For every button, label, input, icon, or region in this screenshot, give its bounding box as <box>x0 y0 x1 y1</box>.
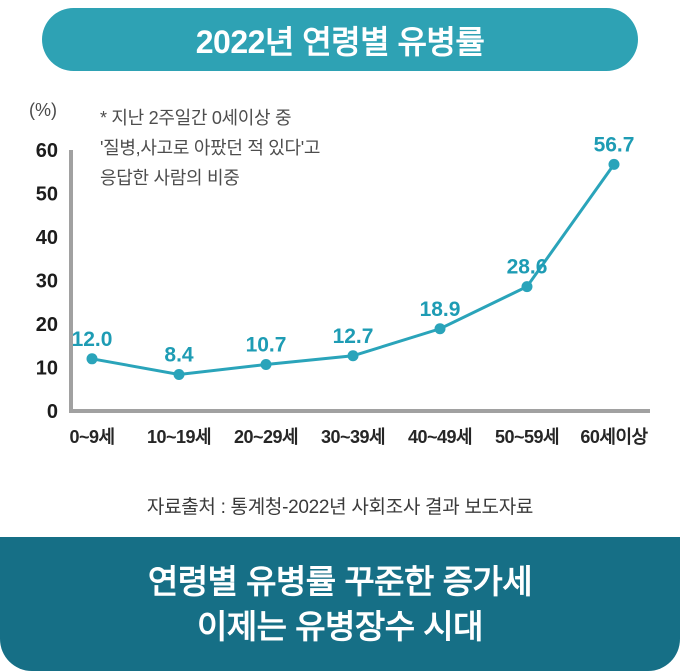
y-tick-label: 20 <box>36 314 58 336</box>
header-banner: 2022년 연령별 유병률 <box>42 8 638 71</box>
data-point-label: 8.4 <box>164 343 194 366</box>
x-category-label: 50~59세 <box>495 427 559 447</box>
footer-message-line2: 이제는 유병장수 시대 <box>196 608 484 645</box>
data-point <box>86 353 98 365</box>
page-title: 2022년 연령별 유병률 <box>195 23 485 60</box>
axis-lines <box>69 150 650 413</box>
y-tick-label: 10 <box>36 358 58 380</box>
data-point-label: 18.9 <box>420 298 461 321</box>
y-axis-unit-label: (%) <box>29 100 57 120</box>
data-point <box>521 281 533 293</box>
data-point <box>347 350 359 362</box>
y-tick-label: 50 <box>36 184 58 206</box>
y-tick-label: 0 <box>47 401 58 423</box>
data-point <box>173 368 185 380</box>
data-point <box>608 158 620 170</box>
y-tick-label: 40 <box>36 227 58 249</box>
prevalence-chart: (%) 0 10 20 30 40 50 60 12.0 0~9세 8.4 10~19세 10.7 20~… <box>29 100 650 447</box>
data-point-label: 10.7 <box>246 333 287 356</box>
data-point-label: 12.7 <box>333 325 374 348</box>
y-tick-label: 60 <box>36 140 58 162</box>
data-point <box>434 323 446 335</box>
y-tick-label: 30 <box>36 271 58 293</box>
x-category-label: 20~29세 <box>234 427 298 447</box>
data-point <box>260 358 272 370</box>
data-point-label: 56.7 <box>594 133 635 156</box>
data-point-label: 28.6 <box>507 256 548 279</box>
x-category-label: 60세이상 <box>580 427 648 447</box>
x-category-label: 10~19세 <box>147 427 211 447</box>
chart-annotation: * 지난 2주일간 0세이상 중 '질병,사고로 아팠던 적 있다'고 응답한 … <box>100 108 321 188</box>
x-category-label: 30~39세 <box>321 427 385 447</box>
x-category-label: 40~49세 <box>408 427 472 447</box>
x-category-label: 0~9세 <box>69 427 114 447</box>
data-source: 자료출처 : 통계청-2022년 사회조사 결과 보도자료 <box>146 497 534 518</box>
data-point-label: 12.0 <box>72 328 113 351</box>
footer-message-line1: 연령별 유병률 꾸준한 증가세 <box>147 563 533 600</box>
footer-banner: 연령별 유병률 꾸준한 증가세 이제는 유병장수 시대 <box>0 537 680 671</box>
